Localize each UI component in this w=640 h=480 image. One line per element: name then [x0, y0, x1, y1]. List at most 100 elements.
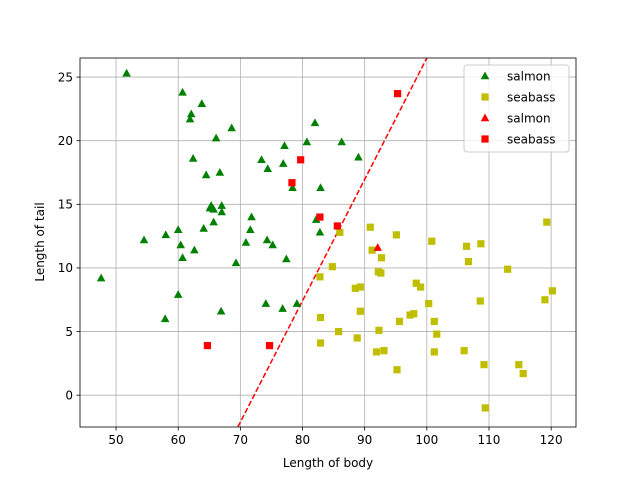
seabass-data-point: [372, 348, 381, 356]
y-axis-label: Length of tail: [33, 202, 47, 281]
y-tick-label: 10: [58, 261, 73, 275]
y-tick-label: 20: [58, 134, 73, 148]
series-salmon-triangle: [373, 243, 382, 251]
seabass-data-point: [368, 246, 376, 254]
seabass-data-point: [393, 366, 401, 374]
points-layer: [96, 68, 556, 412]
seabass-data-point: [351, 284, 359, 292]
y-axis-ticks: 0 5 10 15 20 25: [58, 70, 80, 402]
seabass-data-point: [504, 265, 512, 273]
seabass-data-point: [394, 90, 402, 98]
seabass-data-point: [406, 311, 414, 319]
salmon-data-point: [190, 245, 199, 254]
salmon-data-point: [188, 154, 198, 162]
seabass-data-point: [297, 156, 305, 164]
y-tick-label: 15: [58, 198, 73, 212]
salmon-data-point: [262, 235, 272, 244]
legend-label: salmon: [507, 69, 551, 83]
salmon-data-point: [280, 141, 289, 150]
seabass-data-point: [519, 369, 527, 378]
series-seabass-square: [203, 90, 402, 350]
legend-marker: [480, 113, 490, 122]
legend-entry-salmon: salmon: [480, 111, 551, 125]
seabass-data-point: [203, 341, 212, 350]
seabass-data-point: [515, 361, 523, 369]
salmon-data-point: [199, 224, 208, 232]
legend-marker: [481, 135, 489, 143]
decision-boundary-line: [237, 58, 428, 427]
salmon-data-point: [373, 243, 382, 251]
legend-box: [463, 64, 570, 153]
seabass-data-point: [316, 339, 325, 347]
legend: salmon seabass salmon seabass: [463, 64, 570, 153]
salmon-data-point: [278, 159, 288, 167]
x-tick-label: 90: [357, 433, 372, 447]
seabass-data-point: [336, 228, 344, 236]
salmon-data-point: [268, 240, 277, 249]
seabass-data-point: [395, 317, 404, 325]
seabass-data-point: [366, 223, 374, 231]
salmon-data-point: [176, 240, 185, 249]
x-tick-label: 70: [233, 433, 248, 447]
seabass-data-point: [333, 222, 341, 230]
seabass-data-point: [463, 242, 471, 250]
salmon-data-point: [315, 227, 325, 236]
legend-entry-seabass: seabass: [481, 132, 555, 146]
seabass-data-point: [433, 330, 441, 338]
salmon-data-point: [311, 215, 321, 223]
salmon-data-point: [185, 114, 195, 123]
salmon-data-point: [247, 212, 256, 221]
seabass-data-point: [377, 254, 386, 262]
salmon-data-point: [173, 225, 183, 234]
salmon-data-point: [161, 230, 171, 239]
salmon-data-point: [246, 225, 255, 234]
seabass-data-point: [377, 269, 385, 277]
salmon-data-point: [310, 118, 320, 127]
salmon-data-point: [160, 314, 170, 323]
x-axis-ticks: 50 60 70 80 90 100 110 120: [108, 427, 563, 447]
seabass-data-point: [425, 299, 433, 308]
seabass-data-point: [356, 307, 364, 315]
seabass-data-point: [380, 347, 388, 355]
legend-marker: [480, 71, 490, 80]
seabass-data-point: [316, 273, 324, 281]
seabass-data-point: [288, 179, 296, 187]
seabass-data-point: [353, 334, 361, 342]
salmon-data-point: [241, 238, 251, 246]
legend-label: salmon: [507, 111, 551, 125]
salmon-data-point: [173, 290, 183, 298]
seabass-data-point: [548, 287, 556, 295]
salmon-data-point: [257, 155, 266, 164]
salmon-data-point: [302, 137, 312, 146]
seabass-data-point: [476, 297, 484, 305]
seabass-data-point: [477, 240, 485, 248]
salmon-data-point: [292, 299, 302, 307]
salmon-data-point: [217, 201, 226, 209]
salmon-data-point: [316, 183, 325, 192]
plot-frame: [79, 57, 577, 428]
salmon-data-point: [201, 170, 211, 179]
x-tick-label: 100: [415, 433, 438, 447]
salmon-data-point: [178, 253, 187, 262]
seabass-data-point: [265, 341, 274, 350]
y-tick-label: 0: [65, 388, 73, 402]
seabass-data-point: [356, 283, 364, 291]
seabass-data-point: [460, 347, 468, 355]
salmon-data-point: [261, 299, 271, 307]
salmon-data-point: [263, 164, 272, 172]
seabass-data-point: [480, 361, 488, 369]
salmon-data-point: [217, 207, 226, 216]
seabass-data-point: [412, 279, 420, 287]
seabass-data-point: [481, 404, 489, 412]
x-tick-label: 60: [171, 433, 186, 447]
seabass-data-point: [316, 313, 325, 322]
salmon-data-point: [209, 204, 218, 213]
decision-boundary-layer: [237, 58, 428, 427]
y-tick-label: 25: [58, 70, 73, 84]
x-axis-label: Length of body: [283, 456, 373, 470]
salmon-data-point: [139, 235, 149, 244]
salmon-data-point: [211, 133, 221, 142]
salmon-data-point: [96, 273, 106, 282]
seabass-data-point: [316, 213, 324, 221]
